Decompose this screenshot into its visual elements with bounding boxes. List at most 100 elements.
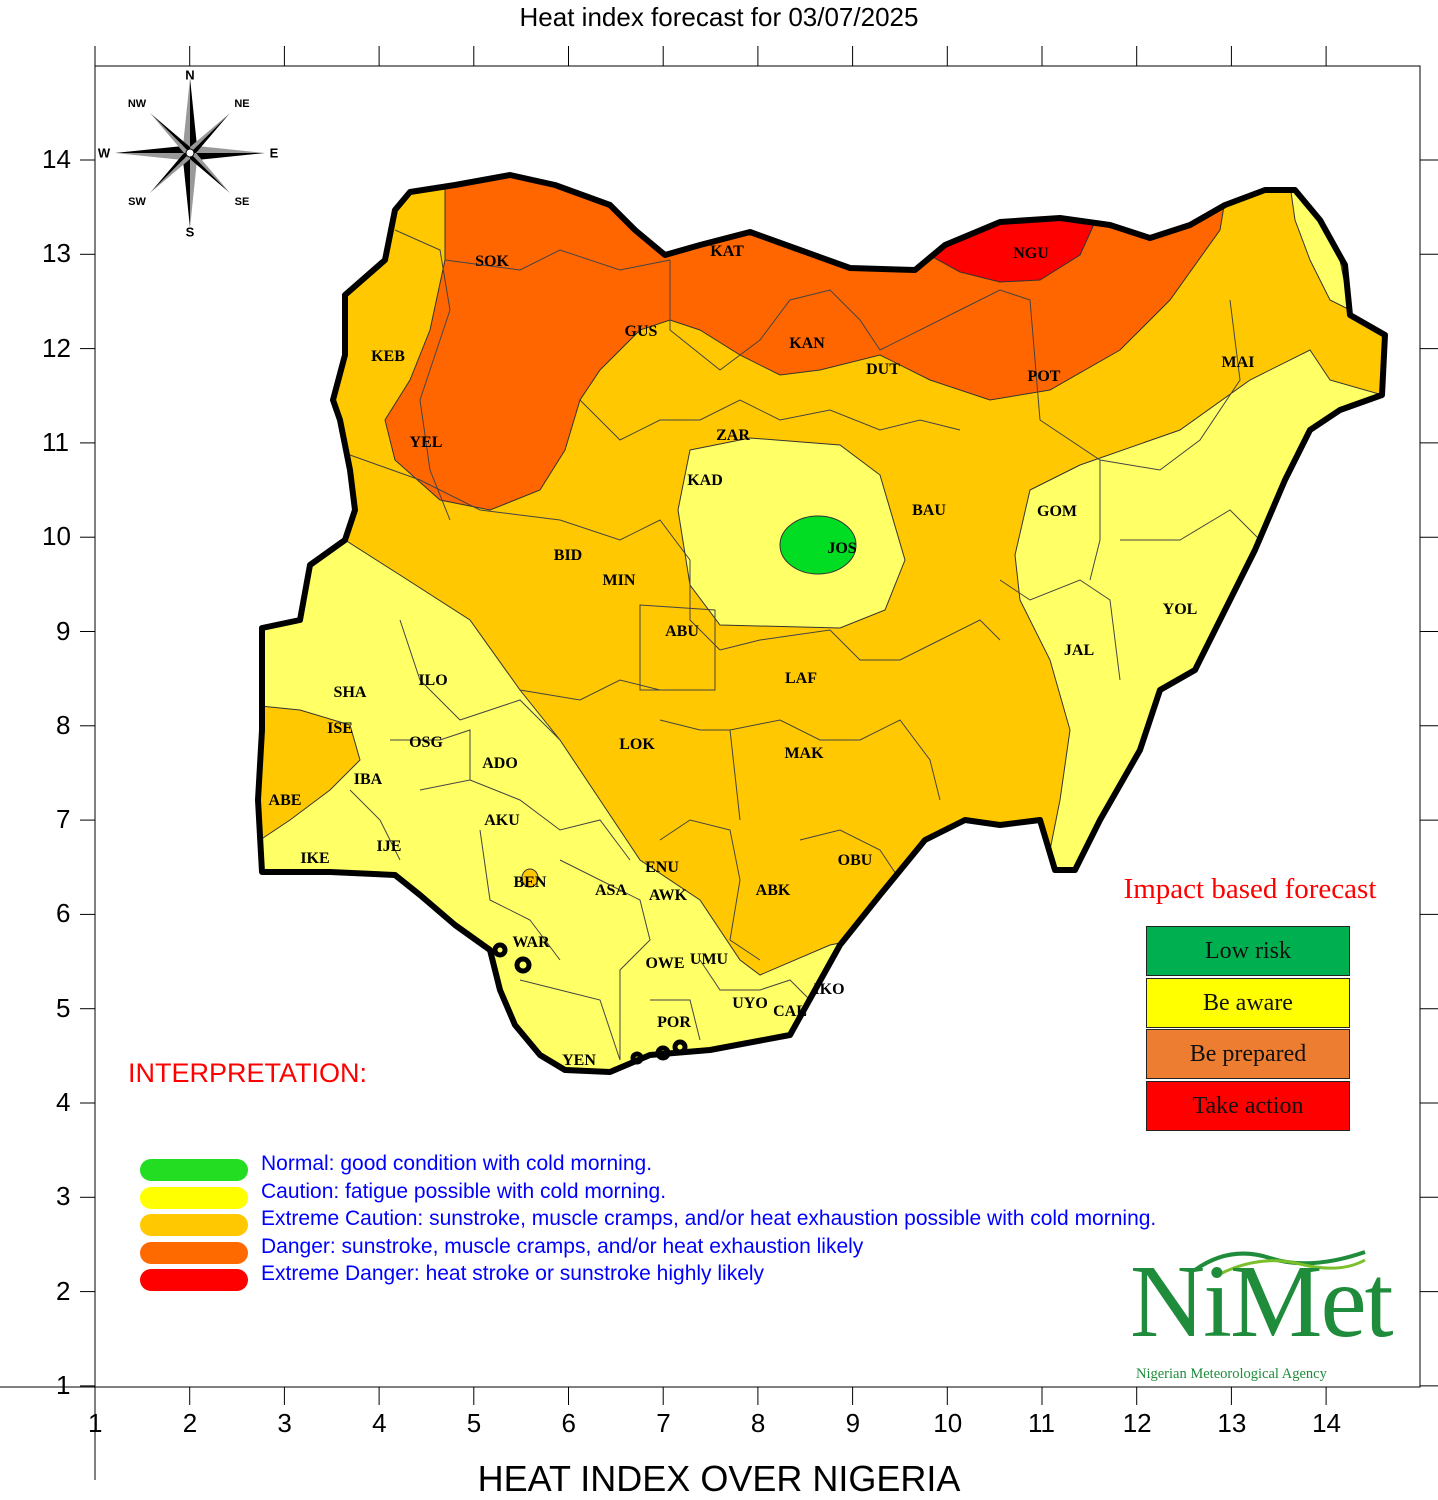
legend-swatch — [140, 1214, 248, 1236]
state-label-sok: SOK — [475, 253, 509, 270]
x-tick-label: 4 — [372, 1408, 387, 1438]
state-label-yel: YEL — [409, 434, 443, 451]
y-tick-label: 14 — [42, 144, 71, 174]
impact-level-box: Be aware — [1146, 977, 1350, 1028]
state-label-ben: BEN — [513, 874, 547, 891]
y-tick-label: 9 — [56, 615, 71, 646]
state-label-awk: AWK — [648, 887, 688, 904]
state-label-bau: BAU — [912, 502, 946, 519]
state-label-abk: ABK — [755, 882, 791, 899]
impact-level-box: Take action — [1146, 1080, 1350, 1131]
x-tick-label: 12 — [1122, 1408, 1152, 1438]
state-label-mak: MAK — [784, 745, 824, 762]
compass-s: S — [185, 224, 195, 240]
y-tick-label: 3 — [56, 1181, 71, 1212]
state-label-iba: IBA — [353, 771, 383, 788]
interpretation-heading: INTERPRETATION: — [128, 1058, 368, 1088]
x-axis-title: HEAT INDEX OVER NIGERIA — [477, 1458, 961, 1499]
legend-text: Danger: sunstroke, muscle cramps, and/or… — [261, 1234, 864, 1258]
compass-ne: NE — [234, 98, 250, 110]
state-label-ise: ISE — [327, 720, 353, 737]
state-label-ije: IJE — [376, 838, 402, 855]
y-tick-label: 8 — [56, 709, 71, 740]
legend-swatch — [140, 1159, 248, 1181]
state-label-mai: MAI — [1221, 354, 1255, 371]
x-tick-label: 5 — [466, 1408, 482, 1438]
y-tick-label: 2 — [56, 1275, 71, 1306]
y-tick-label: 6 — [56, 898, 71, 929]
state-label-lok: LOK — [619, 736, 655, 753]
state-label-zar: ZAR — [716, 427, 750, 444]
state-label-kan: KAN — [789, 335, 825, 352]
state-label-cal: CAL — [773, 1003, 807, 1020]
compass-sw: SW — [128, 196, 146, 208]
state-label-uyo: UYO — [732, 995, 768, 1012]
state-label-ngu: NGU — [1013, 245, 1049, 262]
impact-level-box: Be prepared — [1146, 1029, 1350, 1079]
y-tick-label: 13 — [42, 238, 71, 269]
state-label-laf: LAF — [785, 670, 817, 687]
legend-text: Extreme Danger: heat stroke or sunstroke… — [261, 1262, 765, 1285]
legend-text: Caution: fatigue possible with cold morn… — [261, 1179, 667, 1203]
nimet-agency-name: Nigerian Meteorological Agency — [1136, 1366, 1327, 1382]
zone-extreme-caution-ben — [521, 868, 539, 888]
x-tick-label: 6 — [561, 1408, 576, 1438]
state-label-aku: AKU — [484, 812, 520, 829]
y-tick-label: 10 — [42, 521, 71, 552]
y-tick-label: 1 — [56, 1369, 71, 1400]
legend-swatch — [140, 1269, 248, 1291]
state-label-owe: OWE — [645, 955, 685, 972]
compass-n: N — [185, 67, 195, 83]
x-tick-label: 3 — [277, 1408, 292, 1438]
zone-extreme-caution-west — [258, 704, 361, 841]
y-tick-label: 5 — [56, 992, 71, 1023]
state-label-bid: BID — [553, 547, 583, 564]
coastal-islands — [492, 942, 688, 1065]
state-label-gus: GUS — [624, 323, 658, 340]
state-label-kat: KAT — [710, 243, 744, 260]
state-label-umu: UMU — [689, 951, 729, 968]
compass-rose — [115, 78, 265, 228]
state-label-asa: ASA — [594, 882, 628, 899]
state-label-war: WAR — [512, 934, 550, 951]
state-label-keb: KEB — [371, 348, 405, 365]
nimet-logo: NiMet — [1130, 1244, 1394, 1359]
legend-swatch — [140, 1186, 248, 1209]
x-tick-label: 9 — [845, 1408, 861, 1438]
legend-text: Extreme Caution: sunstroke, muscle cramp… — [261, 1207, 1157, 1230]
state-label-obu: OBU — [837, 852, 873, 869]
y-tick-label: 12 — [42, 332, 71, 363]
state-label-pot: POT — [1027, 368, 1061, 385]
x-tick-label: 7 — [656, 1408, 671, 1438]
state-label-yen: YEN — [562, 1052, 596, 1069]
y-tick-label: 4 — [56, 1087, 71, 1117]
impact-forecast-title: Impact based forecast — [1123, 873, 1377, 905]
nigeria-outline — [255, 172, 1388, 1075]
state-label-jos: JOS — [827, 540, 857, 557]
state-label-enu: ENU — [645, 859, 679, 876]
y-tick-label: 11 — [42, 426, 69, 457]
compass-w: W — [97, 145, 111, 161]
zone-normal-jos — [779, 515, 857, 575]
state-label-kad: KAD — [687, 472, 723, 489]
state-label-jal: JAL — [1063, 642, 1095, 659]
x-tick-label: 14 — [1312, 1408, 1342, 1438]
compass-se: SE — [234, 196, 250, 208]
state-label-ilo: ILO — [418, 672, 448, 689]
state-label-gom: GOM — [1037, 503, 1077, 520]
x-tick-label: 10 — [933, 1408, 963, 1438]
state-label-dut: DUT — [866, 361, 900, 378]
state-label-ado: ADO — [482, 755, 518, 772]
state-label-abu: ABU — [665, 623, 699, 640]
state-label-osg: OSG — [409, 734, 443, 751]
state-label-yol: YOL — [1162, 601, 1198, 618]
state-label-sha: SHA — [333, 684, 367, 701]
x-tick-label: 13 — [1217, 1408, 1247, 1438]
compass-e: E — [269, 145, 279, 161]
state-label-min: MIN — [602, 572, 636, 589]
nimet-logo-swoosh — [1193, 1250, 1366, 1276]
legend-text: Normal: good condition with cold morning… — [261, 1152, 653, 1175]
x-tick-label: 11 — [1028, 1408, 1055, 1438]
legend-swatch — [140, 1241, 248, 1264]
